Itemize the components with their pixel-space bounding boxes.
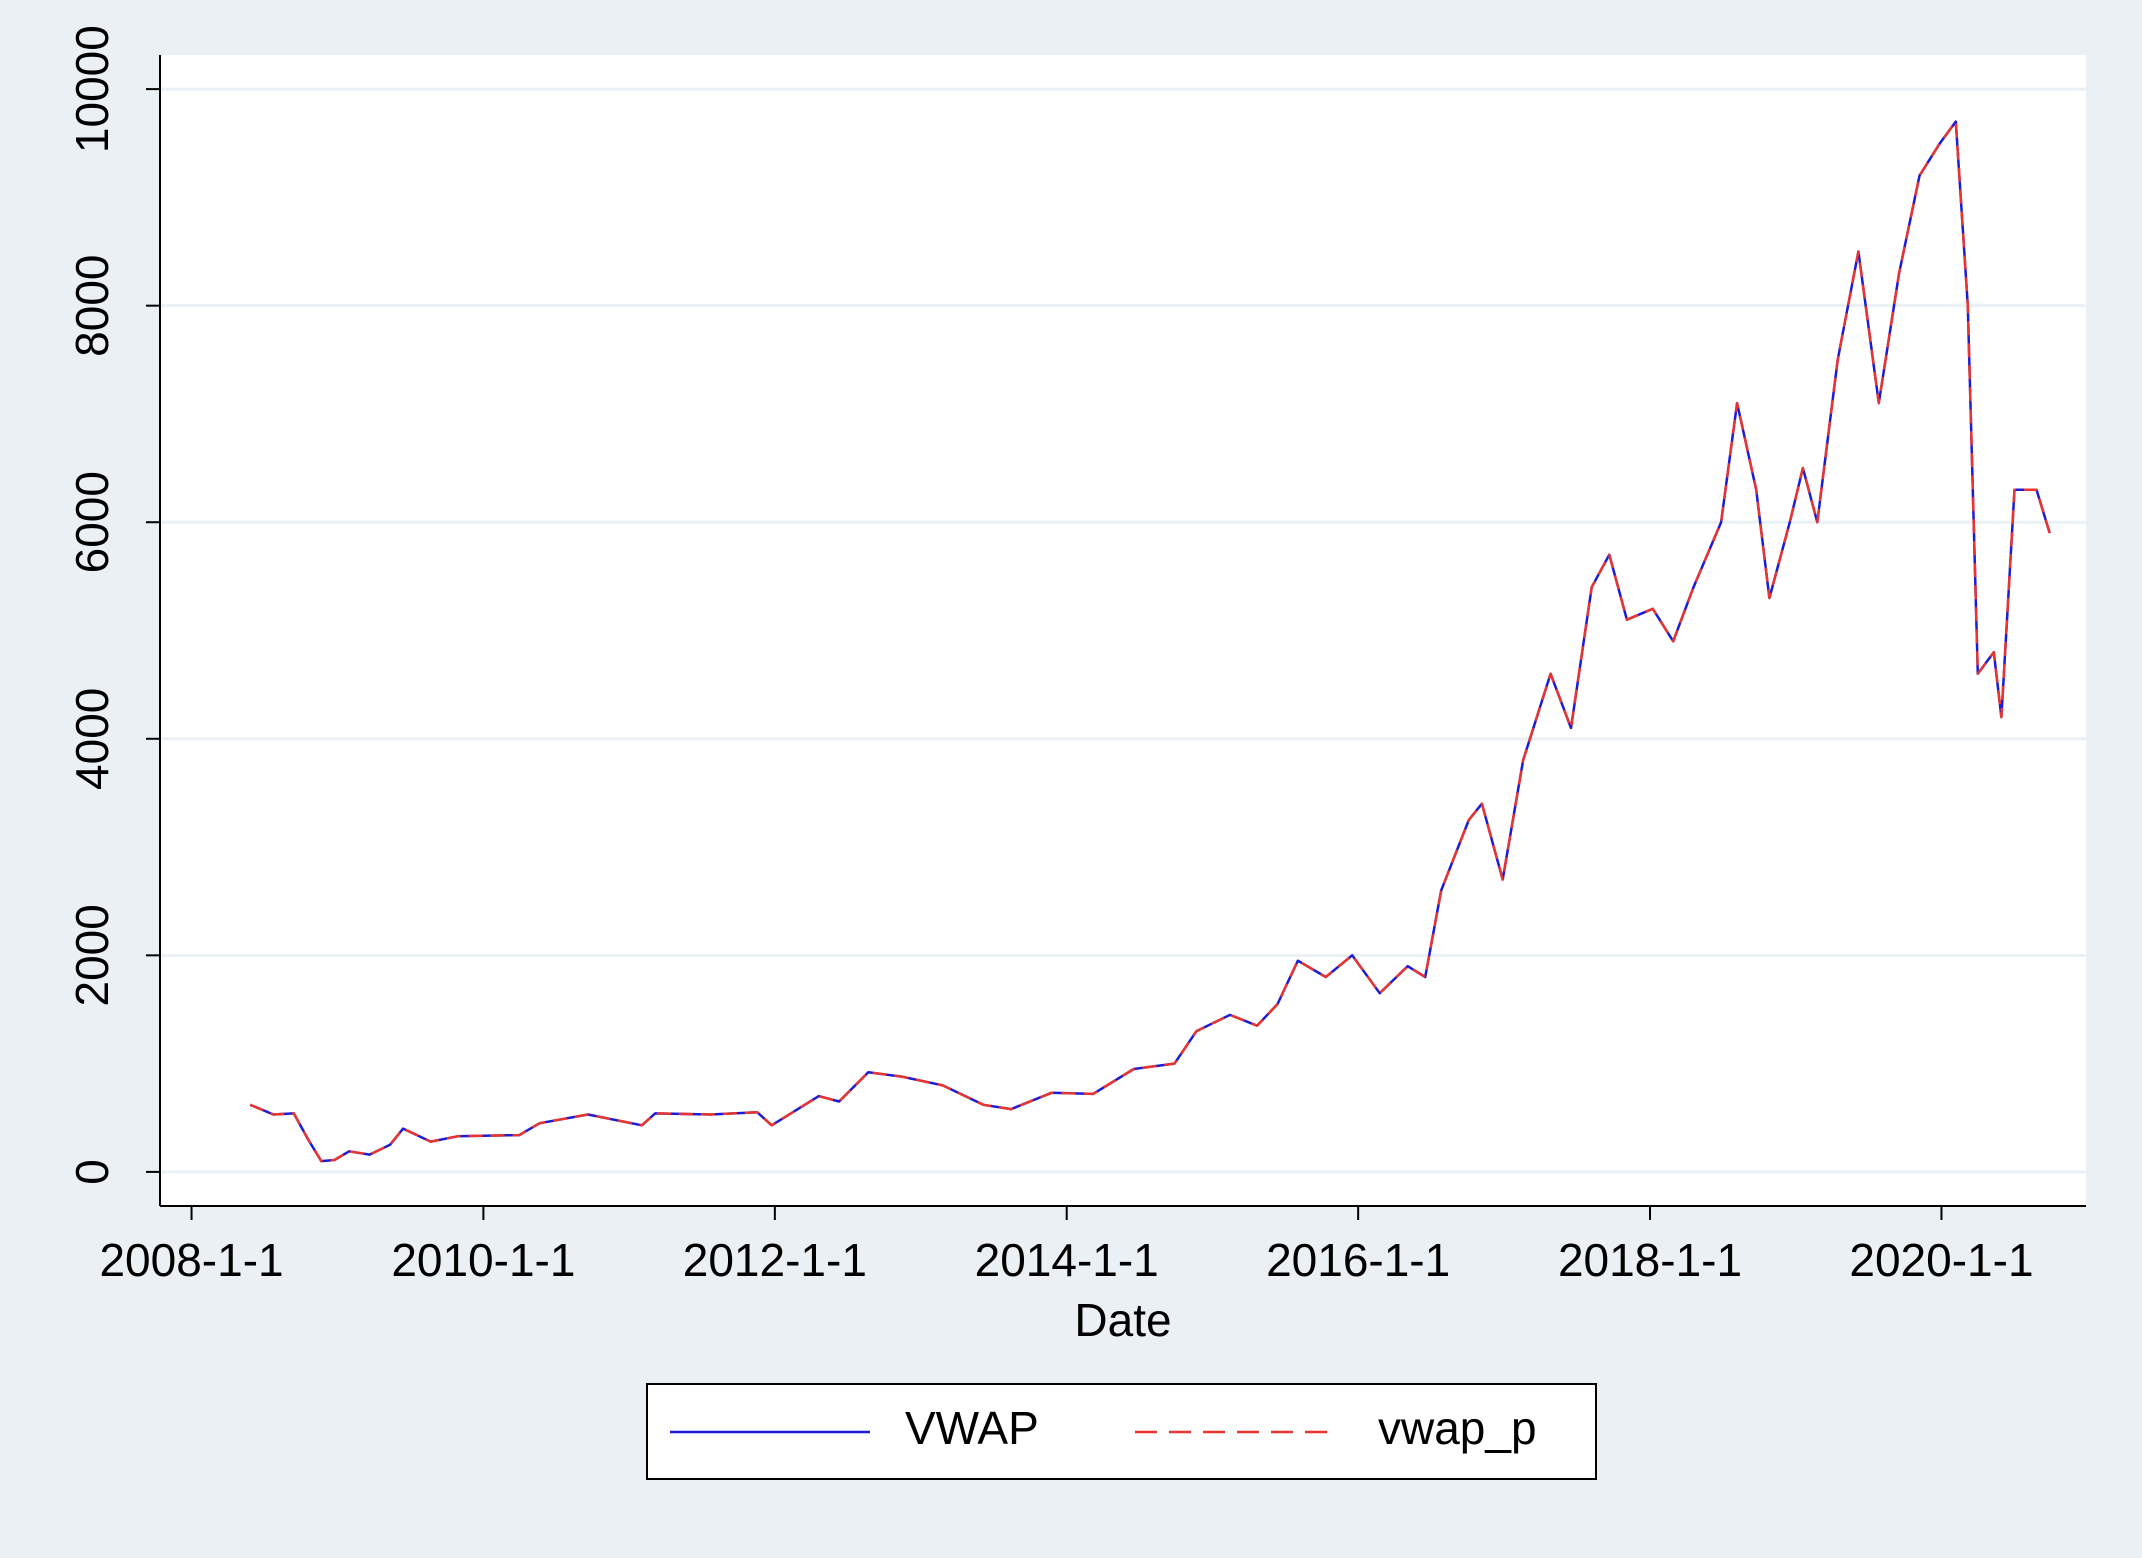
plot-area — [160, 55, 2086, 1206]
x-tick-label: 2012-1-1 — [683, 1234, 867, 1286]
x-tick-label: 2010-1-1 — [391, 1234, 575, 1286]
y-tick-label: 0 — [66, 1159, 118, 1185]
x-tick-label: 2008-1-1 — [99, 1234, 283, 1286]
y-tick-label: 10000 — [66, 25, 118, 153]
y-tick-label: 8000 — [66, 254, 118, 356]
series-line — [249, 120, 2051, 1163]
x-axis-title: Date — [1074, 1294, 1171, 1346]
y-tick-label: 6000 — [66, 471, 118, 573]
y-tick-label: 4000 — [66, 688, 118, 790]
x-tick-label: 2014-1-1 — [975, 1234, 1159, 1286]
legend-label: VWAP — [905, 1402, 1039, 1454]
x-tick-label: 2020-1-1 — [1849, 1234, 2033, 1286]
x-tick-label: 2016-1-1 — [1266, 1234, 1450, 1286]
legend-label: vwap_p — [1378, 1402, 1537, 1454]
x-tick-label: 2018-1-1 — [1558, 1234, 1742, 1286]
y-tick-label: 2000 — [66, 904, 118, 1006]
